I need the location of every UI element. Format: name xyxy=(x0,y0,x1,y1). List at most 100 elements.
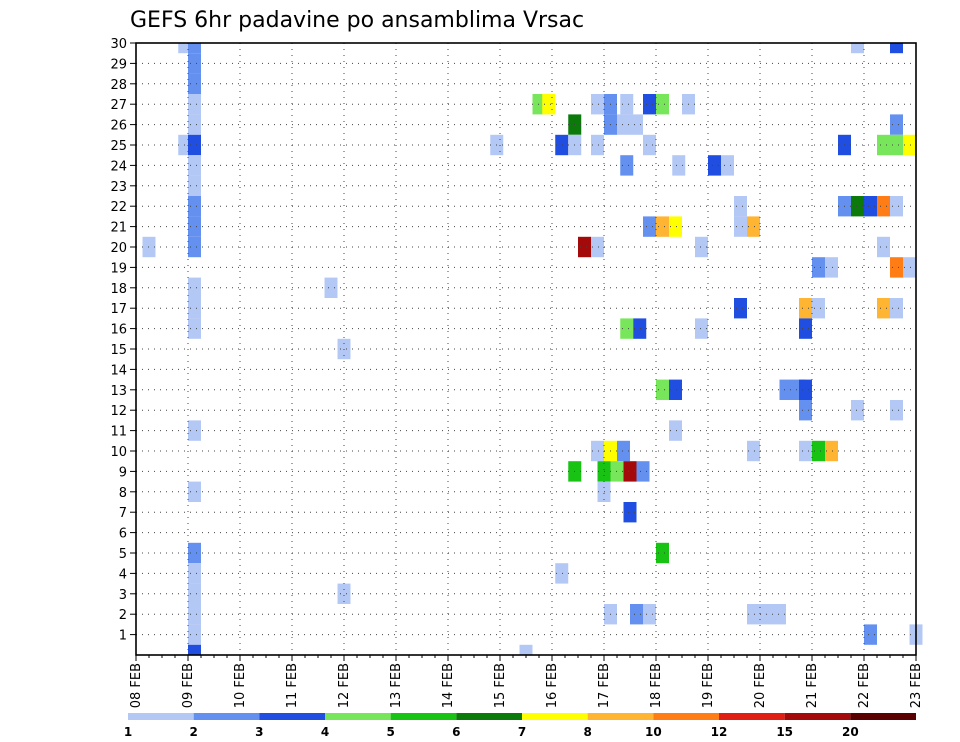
heatmap-cell xyxy=(747,440,760,462)
heatmap-cell xyxy=(890,114,903,135)
heatmap-cell xyxy=(734,196,747,217)
heatmap-cell xyxy=(903,257,916,278)
y-tick-label: 23 xyxy=(110,180,127,195)
y-tick-label: 22 xyxy=(110,200,127,215)
y-tick-label: 4 xyxy=(119,567,127,582)
y-axis: 1234567891011121314151617181920212223242… xyxy=(110,37,136,644)
legend-label: 3 xyxy=(255,725,263,739)
legend-label: 15 xyxy=(776,725,793,739)
y-tick-label: 17 xyxy=(110,302,127,317)
heatmap-cell xyxy=(188,175,201,196)
x-tick-label: 10 FEB xyxy=(233,663,248,708)
heatmap-cell xyxy=(188,644,201,655)
y-tick-label: 7 xyxy=(119,506,127,521)
heatmap-cell xyxy=(656,379,669,400)
heatmap-cell xyxy=(890,257,903,278)
heatmap-cell xyxy=(324,277,338,298)
heatmap-cell xyxy=(799,298,812,319)
heatmap-cell xyxy=(864,196,877,217)
heatmap-cell xyxy=(188,134,201,156)
heatmap-cell xyxy=(864,624,877,645)
heatmap-cell xyxy=(578,236,591,258)
heatmap-cell xyxy=(890,134,903,156)
heatmap-cell xyxy=(188,43,201,54)
heatmap-cell xyxy=(734,216,747,237)
heatmap-cell xyxy=(656,216,669,237)
y-tick-label: 10 xyxy=(110,445,127,460)
heatmap-cell xyxy=(890,43,903,54)
heatmap-cell xyxy=(188,155,201,176)
y-tick-label: 16 xyxy=(110,323,127,338)
x-tick-label: 17 FEB xyxy=(597,663,612,708)
heatmap-cell xyxy=(188,624,201,645)
grid-layer xyxy=(136,42,916,655)
heatmap-cell xyxy=(747,604,760,625)
x-tick-label: 18 FEB xyxy=(649,663,664,708)
heatmap-cell xyxy=(799,318,812,339)
y-tick-label: 1 xyxy=(119,629,127,644)
heatmap-cell xyxy=(555,134,569,156)
y-tick-label: 13 xyxy=(110,384,127,399)
heatmap-cell xyxy=(825,440,838,462)
x-tick-label: 15 FEB xyxy=(493,663,508,708)
y-tick-label: 5 xyxy=(119,547,127,562)
heatmap-cell xyxy=(851,400,864,421)
y-tick-label: 9 xyxy=(119,465,127,480)
heatmap-cell xyxy=(747,216,760,237)
heatmap-cell xyxy=(188,94,201,115)
legend-label: 5 xyxy=(386,725,394,739)
heatmap-cell xyxy=(643,216,656,237)
legend-swatch xyxy=(587,713,654,720)
heatmap-cell xyxy=(903,134,916,156)
heatmap-cell xyxy=(643,134,656,156)
y-tick-label: 15 xyxy=(110,343,127,358)
heatmap-cell xyxy=(188,236,201,258)
heatmap-cell xyxy=(851,196,864,217)
heatmap-cell xyxy=(890,400,903,421)
y-tick-label: 18 xyxy=(110,282,127,297)
heatmap-cell xyxy=(708,155,721,176)
legend-swatch xyxy=(850,713,916,720)
y-tick-label: 25 xyxy=(110,139,127,154)
heatmap-cell xyxy=(188,563,201,584)
heatmap-cell xyxy=(779,379,793,400)
heatmap-cell xyxy=(877,196,890,217)
x-tick-label: 19 FEB xyxy=(701,663,716,708)
x-tick-label: 14 FEB xyxy=(441,663,456,708)
heatmap-cell xyxy=(519,644,533,655)
heatmap-cell xyxy=(188,114,201,135)
x-tick-label: 22 FEB xyxy=(857,663,872,708)
x-tick-label: 08 FEB xyxy=(129,663,144,708)
x-tick-label: 16 FEB xyxy=(545,663,560,708)
legend-swatch xyxy=(390,713,457,720)
heatmap-cell xyxy=(188,583,201,604)
y-tick-label: 21 xyxy=(110,221,127,236)
heatmap-cell xyxy=(617,114,630,135)
legend-swatch xyxy=(193,713,260,720)
heatmap-cell xyxy=(799,379,812,400)
x-tick-label: 13 FEB xyxy=(389,663,404,708)
heatmap-cell xyxy=(620,318,634,339)
y-tick-label: 2 xyxy=(119,608,127,623)
heatmap-cell xyxy=(669,379,682,400)
heatmap-cell xyxy=(188,277,201,298)
heatmap-cell xyxy=(799,400,812,421)
legend-label: 4 xyxy=(321,725,329,739)
legend-label: 2 xyxy=(189,725,197,739)
y-tick-label: 29 xyxy=(110,57,127,72)
y-tick-label: 24 xyxy=(110,159,127,174)
heatmap-cell xyxy=(877,298,890,319)
heatmap-cell xyxy=(188,216,201,237)
heatmap-cell xyxy=(825,257,838,278)
heatmap-cell xyxy=(188,298,201,319)
heatmap-cell xyxy=(672,155,686,176)
y-tick-label: 27 xyxy=(110,98,127,113)
heatmap-cell xyxy=(812,298,825,319)
y-tick-label: 3 xyxy=(119,588,127,603)
heatmap-cell xyxy=(591,236,604,258)
heatmap-cell xyxy=(555,563,569,584)
heatmap-cell xyxy=(643,604,656,625)
legend-label: 8 xyxy=(583,725,591,739)
y-tick-label: 26 xyxy=(110,119,127,134)
heatmap-cell xyxy=(773,604,786,625)
